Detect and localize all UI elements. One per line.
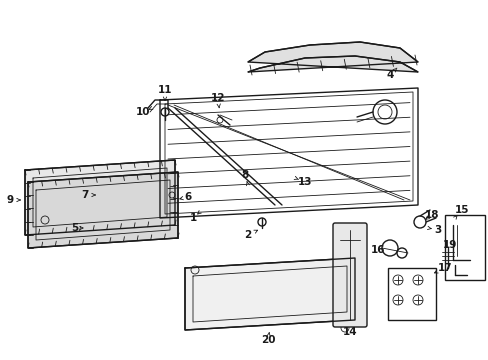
Text: 18: 18: [424, 210, 438, 220]
Polygon shape: [184, 258, 354, 330]
Text: 7: 7: [81, 190, 88, 200]
Text: 17: 17: [437, 263, 451, 273]
Text: 6: 6: [184, 192, 191, 202]
Text: 16: 16: [370, 245, 385, 255]
Polygon shape: [28, 172, 178, 248]
Text: 11: 11: [158, 85, 172, 95]
Bar: [387, 268, 435, 320]
Text: 19: 19: [442, 240, 456, 250]
Text: 20: 20: [260, 335, 275, 345]
Text: 13: 13: [297, 177, 312, 187]
Text: 4: 4: [386, 70, 393, 80]
Text: 15: 15: [454, 205, 468, 215]
Text: 14: 14: [342, 327, 357, 337]
Text: 12: 12: [210, 93, 225, 103]
Text: 1: 1: [189, 213, 196, 223]
FancyBboxPatch shape: [332, 223, 366, 327]
Polygon shape: [247, 42, 417, 72]
Text: 3: 3: [433, 225, 441, 235]
Text: 5: 5: [71, 223, 79, 233]
Text: 10: 10: [136, 107, 150, 117]
Bar: [444, 215, 484, 280]
Text: 9: 9: [6, 195, 14, 205]
Text: 8: 8: [241, 170, 248, 180]
Polygon shape: [25, 160, 175, 235]
Text: 2: 2: [244, 230, 251, 240]
